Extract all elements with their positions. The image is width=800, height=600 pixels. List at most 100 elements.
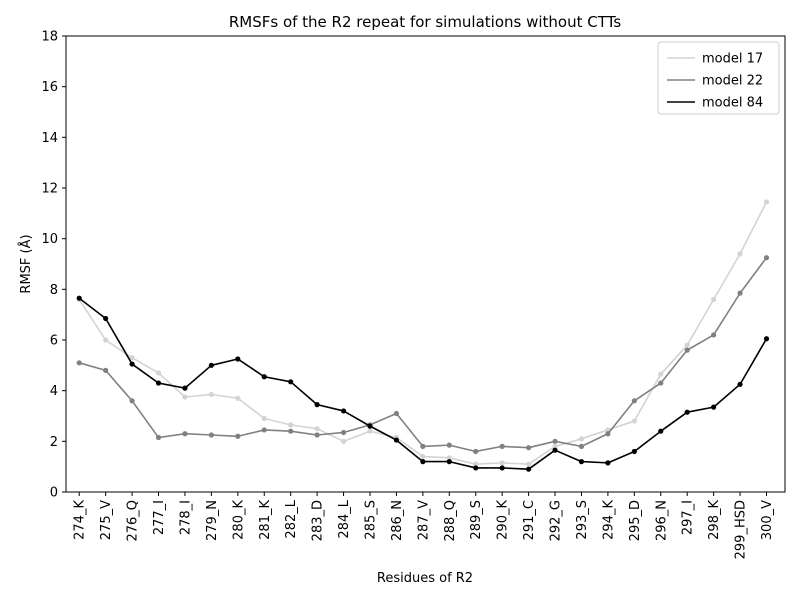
data-point xyxy=(578,443,585,449)
data-point xyxy=(393,437,400,443)
series-line-1 xyxy=(78,201,768,465)
data-point xyxy=(261,374,267,380)
data-point xyxy=(76,295,82,301)
data-point xyxy=(155,380,162,386)
data-point xyxy=(737,290,743,296)
chart-title: RMSFs of the R2 repeat for simulations w… xyxy=(229,13,621,31)
data-point xyxy=(261,427,267,433)
x-tick-label: 298_K xyxy=(707,500,722,540)
data-point xyxy=(340,429,347,436)
y-tick-label: 2 xyxy=(50,435,58,450)
data-point xyxy=(314,432,320,438)
data-point xyxy=(473,465,479,471)
data-point xyxy=(552,447,558,453)
x-tick-label: 294_K xyxy=(601,500,616,540)
legend-label: model 84 xyxy=(702,96,763,111)
data-point xyxy=(420,443,426,449)
x-tick-label: 279_N xyxy=(205,500,220,541)
plot-area: 0 2 4 6 8 10 12 14 16 18 274_K 275_V 276_Q 277_I 278_I… xyxy=(41,30,786,559)
data-point xyxy=(763,199,770,205)
data-point xyxy=(235,356,241,362)
x-tick-label: 278_I xyxy=(178,500,193,535)
legend-label: model 22 xyxy=(702,74,763,89)
x-tick-label: 277_I xyxy=(152,500,167,535)
data-point xyxy=(155,370,162,376)
x-tick-label: 288_Q xyxy=(443,500,458,542)
data-point xyxy=(473,448,479,455)
data-point xyxy=(208,391,214,398)
x-tick-label: 289_S xyxy=(469,500,484,540)
x-tick-label: 280_K xyxy=(231,500,246,540)
data-point xyxy=(658,428,664,434)
series-line-3 xyxy=(78,297,768,471)
x-axis-label: Residues of R2 xyxy=(377,571,473,586)
x-tick-label: 296_N xyxy=(654,500,669,541)
data-point xyxy=(631,398,637,404)
y-tick-label: 10 xyxy=(41,232,58,247)
data-point xyxy=(129,355,135,361)
data-point xyxy=(208,432,214,438)
x-tick-label: 281_K xyxy=(258,500,273,540)
data-point xyxy=(578,436,585,442)
x-tick-label: 275_V xyxy=(99,500,114,540)
data-point xyxy=(499,460,505,466)
x-tick-label: 274_K xyxy=(73,500,88,540)
data-point xyxy=(578,459,585,465)
data-point xyxy=(684,342,690,348)
data-point xyxy=(684,347,690,353)
data-point xyxy=(499,443,505,449)
x-tick-label: 282_L xyxy=(284,499,299,538)
data-point xyxy=(340,438,347,444)
x-tick-label: 293_S xyxy=(575,500,590,540)
data-point xyxy=(711,404,717,410)
data-point xyxy=(103,315,109,322)
x-tick-label: 276_Q xyxy=(126,500,141,542)
data-point xyxy=(711,332,717,338)
data-point xyxy=(76,360,82,366)
data-point xyxy=(605,431,611,437)
y-tick-label: 8 xyxy=(50,283,58,298)
data-point xyxy=(737,251,743,257)
x-tick-label: 300_V xyxy=(760,500,775,540)
data-point xyxy=(103,367,109,373)
data-point xyxy=(182,385,188,391)
x-tick-label: 287_V xyxy=(416,500,431,540)
data-point xyxy=(103,337,109,343)
x-tick-label: 299_HSD xyxy=(734,500,749,559)
data-point xyxy=(525,461,532,467)
data-point xyxy=(208,362,214,368)
x-tick-label: 286_N xyxy=(390,500,405,541)
data-point xyxy=(552,438,558,444)
y-axis-label: RMSF (Å) xyxy=(18,234,34,293)
data-point xyxy=(684,409,690,415)
data-point xyxy=(314,426,320,432)
data-point xyxy=(420,459,426,465)
data-point xyxy=(393,410,400,417)
y-tick-label: 14 xyxy=(41,131,58,146)
data-point xyxy=(631,448,637,455)
data-point xyxy=(631,418,637,424)
data-point xyxy=(737,381,743,387)
data-point xyxy=(367,423,373,429)
data-point xyxy=(525,466,532,472)
data-point xyxy=(446,455,452,461)
y-tick-label: 0 xyxy=(50,486,58,501)
data-point xyxy=(155,434,162,441)
data-point xyxy=(711,296,717,303)
data-point xyxy=(658,380,664,386)
data-point xyxy=(525,445,532,451)
y-tick-label: 4 xyxy=(50,384,58,399)
data-point xyxy=(340,408,347,414)
data-point xyxy=(473,461,479,467)
data-point xyxy=(235,395,241,401)
data-point xyxy=(763,255,770,261)
data-point xyxy=(446,442,452,448)
data-point xyxy=(129,398,135,404)
data-point xyxy=(288,428,294,434)
x-tick-label: 297_I xyxy=(681,500,696,535)
y-tick-label: 6 xyxy=(50,334,58,349)
data-point xyxy=(446,459,452,465)
x-tick-label: 283_D xyxy=(311,500,326,541)
series-line-2 xyxy=(78,257,768,453)
